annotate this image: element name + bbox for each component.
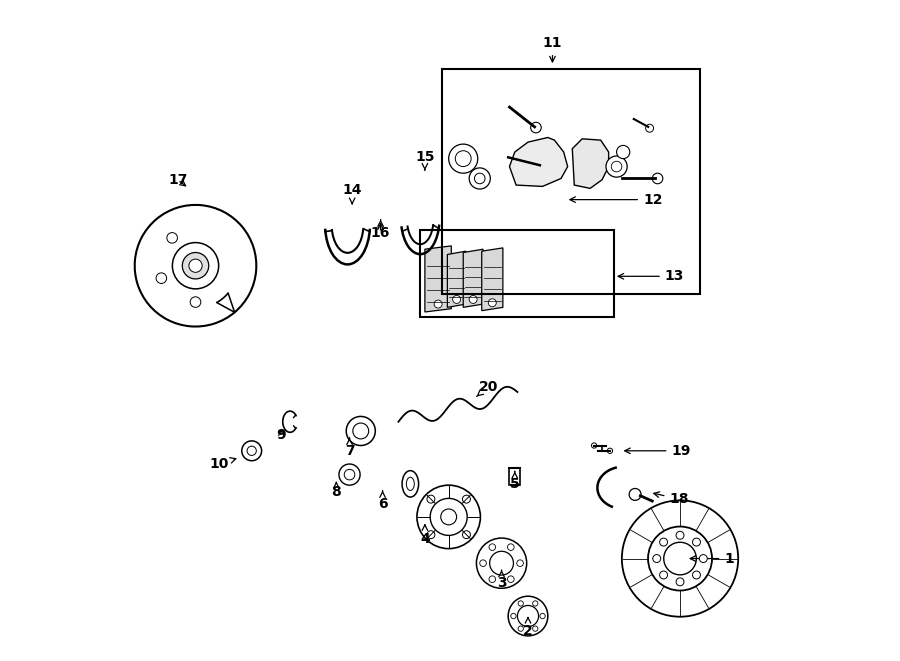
- Circle shape: [533, 601, 538, 606]
- Text: 7: 7: [345, 438, 355, 458]
- Circle shape: [540, 613, 545, 619]
- Text: 10: 10: [209, 457, 236, 471]
- Circle shape: [616, 145, 630, 159]
- Circle shape: [606, 156, 627, 177]
- Circle shape: [652, 173, 662, 184]
- Text: 13: 13: [618, 269, 684, 284]
- Text: 4: 4: [420, 525, 430, 546]
- Circle shape: [434, 300, 442, 308]
- Circle shape: [427, 495, 435, 503]
- Bar: [420, 230, 614, 317]
- Text: 9: 9: [276, 428, 286, 442]
- Circle shape: [517, 560, 524, 566]
- Text: 16: 16: [371, 220, 391, 240]
- Polygon shape: [482, 248, 503, 311]
- Circle shape: [463, 495, 471, 503]
- Circle shape: [156, 273, 166, 284]
- Circle shape: [469, 168, 491, 189]
- Circle shape: [242, 441, 262, 461]
- Circle shape: [652, 555, 661, 563]
- Circle shape: [463, 531, 471, 539]
- Circle shape: [663, 542, 697, 575]
- Text: 17: 17: [168, 173, 187, 187]
- Polygon shape: [464, 249, 483, 307]
- Circle shape: [533, 626, 538, 631]
- Circle shape: [608, 448, 613, 453]
- Circle shape: [480, 560, 486, 566]
- Circle shape: [518, 605, 538, 627]
- Circle shape: [518, 601, 524, 606]
- Text: 3: 3: [497, 570, 507, 590]
- Circle shape: [676, 578, 684, 586]
- Circle shape: [173, 243, 219, 289]
- Text: 8: 8: [331, 483, 341, 500]
- Circle shape: [699, 555, 707, 563]
- Circle shape: [441, 509, 456, 525]
- Circle shape: [511, 613, 516, 619]
- Text: 6: 6: [378, 491, 387, 511]
- Polygon shape: [425, 246, 451, 312]
- Circle shape: [508, 544, 514, 551]
- Text: 14: 14: [342, 183, 362, 204]
- Polygon shape: [509, 137, 568, 186]
- Circle shape: [645, 124, 653, 132]
- Text: 2: 2: [523, 617, 533, 639]
- Text: 19: 19: [625, 444, 691, 458]
- Text: 5: 5: [510, 471, 519, 491]
- Circle shape: [531, 122, 541, 133]
- Circle shape: [183, 253, 209, 279]
- Text: 1: 1: [690, 551, 734, 566]
- Polygon shape: [447, 251, 466, 307]
- Bar: [442, 69, 700, 294]
- Ellipse shape: [402, 471, 418, 497]
- Circle shape: [453, 295, 461, 303]
- Circle shape: [189, 259, 202, 272]
- Circle shape: [518, 626, 524, 631]
- Circle shape: [489, 544, 496, 551]
- Text: 15: 15: [415, 150, 435, 170]
- Circle shape: [629, 488, 641, 500]
- Circle shape: [346, 416, 375, 446]
- Circle shape: [508, 576, 514, 582]
- Circle shape: [676, 531, 684, 539]
- Circle shape: [490, 551, 514, 575]
- Polygon shape: [572, 139, 608, 188]
- Circle shape: [660, 571, 668, 579]
- Circle shape: [449, 144, 478, 173]
- Circle shape: [339, 464, 360, 485]
- Text: 20: 20: [477, 379, 498, 397]
- Circle shape: [489, 576, 496, 582]
- Circle shape: [190, 297, 201, 307]
- Text: 12: 12: [570, 192, 662, 207]
- Circle shape: [660, 538, 668, 546]
- Text: 18: 18: [653, 492, 689, 506]
- Circle shape: [692, 538, 700, 546]
- Circle shape: [427, 531, 435, 539]
- Circle shape: [166, 233, 177, 243]
- Circle shape: [591, 443, 597, 448]
- Text: 11: 11: [543, 36, 562, 62]
- Circle shape: [692, 571, 700, 579]
- Circle shape: [489, 299, 496, 307]
- Circle shape: [469, 295, 477, 303]
